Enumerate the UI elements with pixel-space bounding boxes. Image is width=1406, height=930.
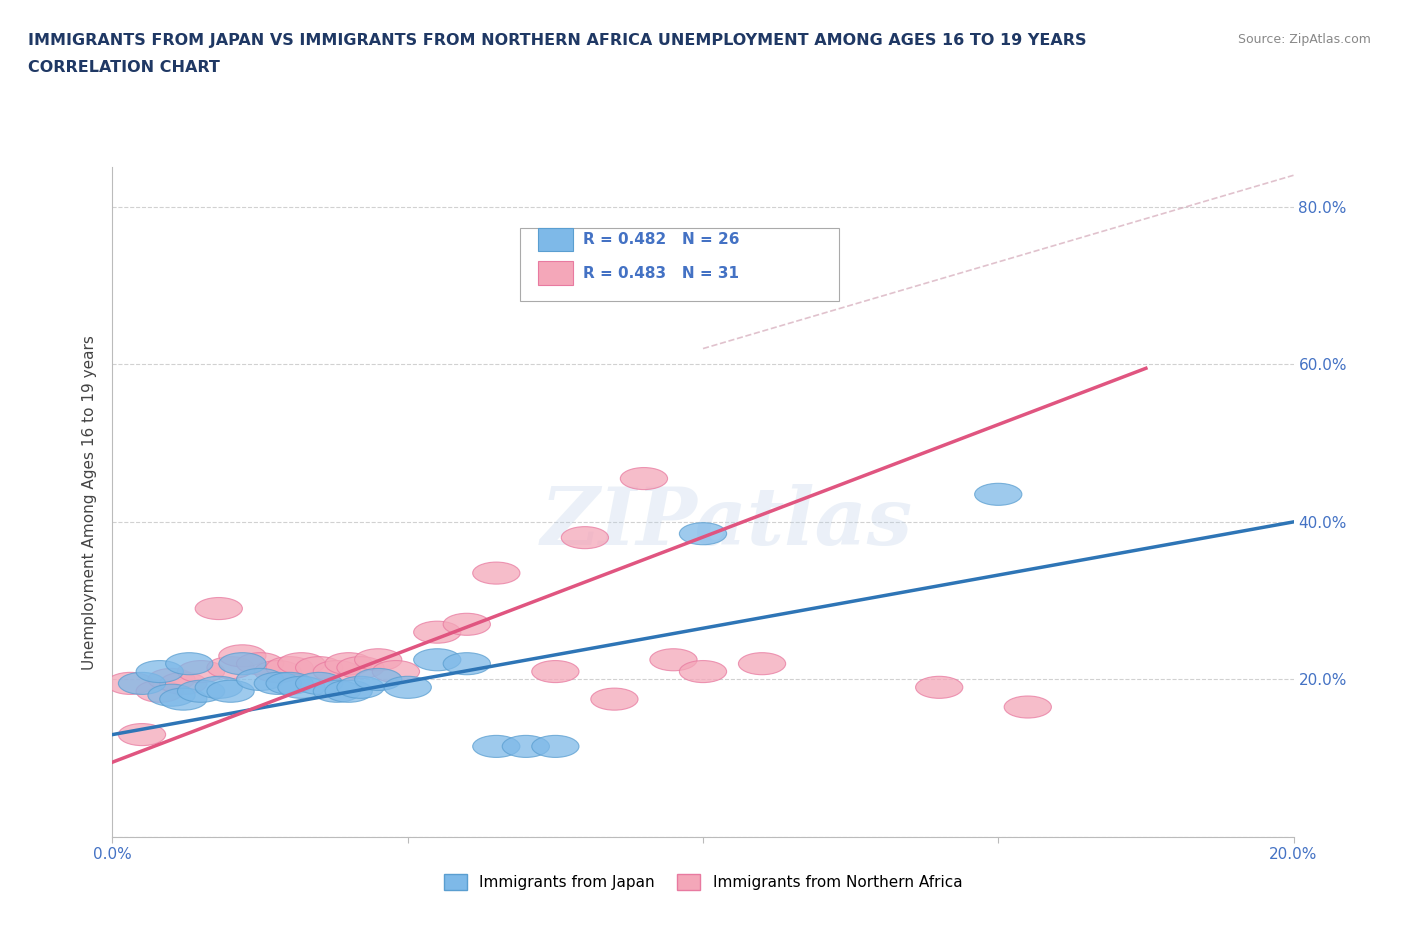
Ellipse shape xyxy=(974,484,1022,505)
Ellipse shape xyxy=(207,680,254,702)
Ellipse shape xyxy=(136,660,183,683)
Ellipse shape xyxy=(266,657,314,679)
Text: Source: ZipAtlas.com: Source: ZipAtlas.com xyxy=(1237,33,1371,46)
Text: IMMIGRANTS FROM JAPAN VS IMMIGRANTS FROM NORTHERN AFRICA UNEMPLOYMENT AMONG AGES: IMMIGRANTS FROM JAPAN VS IMMIGRANTS FROM… xyxy=(28,33,1087,47)
Ellipse shape xyxy=(413,621,461,644)
Ellipse shape xyxy=(531,736,579,757)
FancyBboxPatch shape xyxy=(520,228,839,301)
Ellipse shape xyxy=(266,672,314,695)
FancyBboxPatch shape xyxy=(537,261,574,285)
Ellipse shape xyxy=(472,562,520,584)
Ellipse shape xyxy=(278,676,325,698)
Ellipse shape xyxy=(443,613,491,635)
Ellipse shape xyxy=(236,669,284,690)
Ellipse shape xyxy=(314,660,360,683)
Ellipse shape xyxy=(384,676,432,698)
Ellipse shape xyxy=(160,688,207,711)
Ellipse shape xyxy=(195,676,242,698)
Text: ZIPatlas: ZIPatlas xyxy=(540,484,912,561)
Ellipse shape xyxy=(325,653,373,675)
Ellipse shape xyxy=(278,653,325,675)
Ellipse shape xyxy=(650,649,697,671)
Ellipse shape xyxy=(915,676,963,698)
Ellipse shape xyxy=(219,653,266,675)
Ellipse shape xyxy=(325,680,373,702)
Text: R = 0.482   N = 26: R = 0.482 N = 26 xyxy=(582,232,740,247)
Ellipse shape xyxy=(148,684,195,706)
Ellipse shape xyxy=(472,736,520,757)
Ellipse shape xyxy=(148,669,195,690)
Ellipse shape xyxy=(295,672,343,695)
Ellipse shape xyxy=(591,688,638,711)
Ellipse shape xyxy=(679,660,727,683)
Ellipse shape xyxy=(620,468,668,489)
Ellipse shape xyxy=(118,724,166,746)
Ellipse shape xyxy=(561,526,609,549)
Ellipse shape xyxy=(236,653,284,675)
Ellipse shape xyxy=(166,653,212,675)
Ellipse shape xyxy=(118,672,166,695)
Ellipse shape xyxy=(160,672,207,695)
Ellipse shape xyxy=(254,660,301,683)
Ellipse shape xyxy=(443,653,491,675)
Ellipse shape xyxy=(679,523,727,545)
Ellipse shape xyxy=(136,680,183,702)
Ellipse shape xyxy=(738,653,786,675)
Ellipse shape xyxy=(413,649,461,671)
Ellipse shape xyxy=(254,672,301,695)
Legend: Immigrants from Japan, Immigrants from Northern Africa: Immigrants from Japan, Immigrants from N… xyxy=(437,868,969,897)
Ellipse shape xyxy=(531,660,579,683)
Text: R = 0.483   N = 31: R = 0.483 N = 31 xyxy=(582,266,738,281)
Text: CORRELATION CHART: CORRELATION CHART xyxy=(28,60,219,75)
Ellipse shape xyxy=(295,657,343,679)
Ellipse shape xyxy=(1004,696,1052,718)
FancyBboxPatch shape xyxy=(537,228,574,251)
Ellipse shape xyxy=(337,676,384,698)
Y-axis label: Unemployment Among Ages 16 to 19 years: Unemployment Among Ages 16 to 19 years xyxy=(82,335,97,670)
Ellipse shape xyxy=(354,669,402,690)
Ellipse shape xyxy=(219,644,266,667)
Ellipse shape xyxy=(195,597,242,619)
Ellipse shape xyxy=(314,680,360,702)
Ellipse shape xyxy=(177,660,225,683)
Ellipse shape xyxy=(373,660,419,683)
Ellipse shape xyxy=(207,657,254,679)
Ellipse shape xyxy=(337,657,384,679)
Ellipse shape xyxy=(354,649,402,671)
Ellipse shape xyxy=(107,672,153,695)
Ellipse shape xyxy=(502,736,550,757)
Ellipse shape xyxy=(177,680,225,702)
